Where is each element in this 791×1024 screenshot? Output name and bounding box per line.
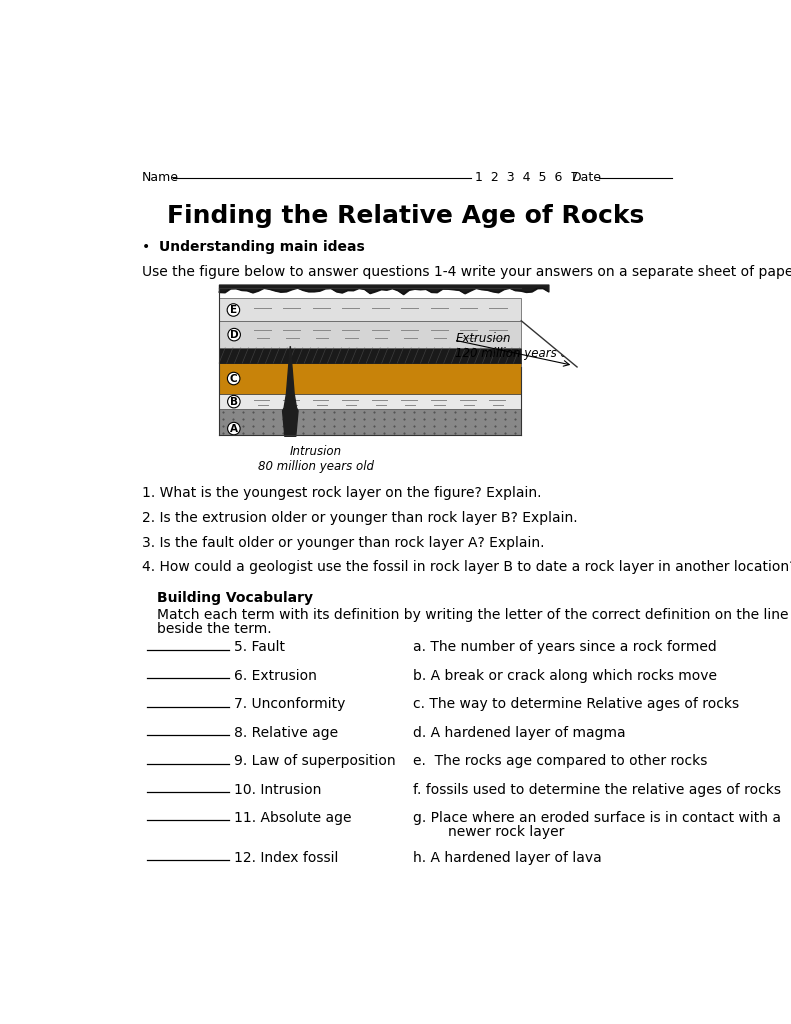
Text: Understanding main ideas: Understanding main ideas	[159, 240, 365, 254]
Polygon shape	[282, 346, 298, 436]
Text: Finding the Relative Age of Rocks: Finding the Relative Age of Rocks	[167, 204, 644, 227]
Text: 11. Absolute age: 11. Absolute age	[234, 811, 352, 825]
Text: b. A break or crack along which rocks move: b. A break or crack along which rocks mo…	[413, 669, 717, 683]
Text: beside the term.: beside the term.	[157, 622, 271, 636]
Polygon shape	[219, 298, 521, 321]
Text: 10. Intrusion: 10. Intrusion	[234, 782, 322, 797]
Text: 6. Extrusion: 6. Extrusion	[234, 669, 317, 683]
Polygon shape	[219, 394, 521, 410]
Polygon shape	[521, 285, 583, 435]
Text: 3. Is the fault older or younger than rock layer A? Explain.: 3. Is the fault older or younger than ro…	[142, 536, 544, 550]
Text: 7. Unconformity: 7. Unconformity	[234, 697, 346, 712]
Text: f. fossils used to determine the relative ages of rocks: f. fossils used to determine the relativ…	[413, 782, 781, 797]
Text: Match each term with its definition by writing the letter of the correct definit: Match each term with its definition by w…	[157, 608, 789, 622]
Text: Intrusion
80 million years old: Intrusion 80 million years old	[258, 444, 374, 473]
Text: •: •	[142, 240, 149, 254]
Text: Building Vocabulary: Building Vocabulary	[157, 591, 313, 605]
Text: e.  The rocks age compared to other rocks: e. The rocks age compared to other rocks	[413, 755, 707, 768]
Text: d. A hardened layer of magma: d. A hardened layer of magma	[413, 726, 626, 739]
Polygon shape	[219, 321, 521, 348]
Text: 4. How could a geologist use the fossil in rock layer B to date a rock layer in : 4. How could a geologist use the fossil …	[142, 560, 791, 574]
Text: C: C	[230, 374, 237, 384]
Text: 1  2  3  4  5  6  7: 1 2 3 4 5 6 7	[475, 171, 578, 183]
Text: newer rock layer: newer rock layer	[448, 825, 564, 839]
Text: 1. What is the youngest rock layer on the figure? Explain.: 1. What is the youngest rock layer on th…	[142, 486, 541, 501]
Text: Date: Date	[572, 171, 602, 183]
Text: 9. Law of superposition: 9. Law of superposition	[234, 755, 396, 768]
Text: 5. Fault: 5. Fault	[234, 640, 286, 654]
Text: 2. Is the extrusion older or younger than rock layer B? Explain.: 2. Is the extrusion older or younger tha…	[142, 511, 577, 525]
Text: g. Place where an eroded surface is in contact with a: g. Place where an eroded surface is in c…	[413, 811, 781, 825]
Polygon shape	[219, 348, 521, 364]
Text: Use the figure below to answer questions 1-4 write your answers on a separate sh: Use the figure below to answer questions…	[142, 265, 791, 280]
Text: E: E	[230, 305, 237, 315]
Text: c. The way to determine Relative ages of rocks: c. The way to determine Relative ages of…	[413, 697, 739, 712]
Polygon shape	[219, 364, 521, 394]
Text: h. A hardened layer of lava: h. A hardened layer of lava	[413, 851, 601, 864]
Text: 12. Index fossil: 12. Index fossil	[234, 851, 339, 864]
Polygon shape	[219, 410, 521, 435]
Text: B: B	[230, 396, 238, 407]
Text: D: D	[230, 330, 238, 340]
Text: A: A	[230, 424, 238, 433]
Text: a. The number of years since a rock formed: a. The number of years since a rock form…	[413, 640, 717, 654]
Text: Extrusion
120 million years old: Extrusion 120 million years old	[456, 333, 579, 360]
Text: Name: Name	[142, 171, 179, 183]
Text: 8. Relative age: 8. Relative age	[234, 726, 339, 739]
